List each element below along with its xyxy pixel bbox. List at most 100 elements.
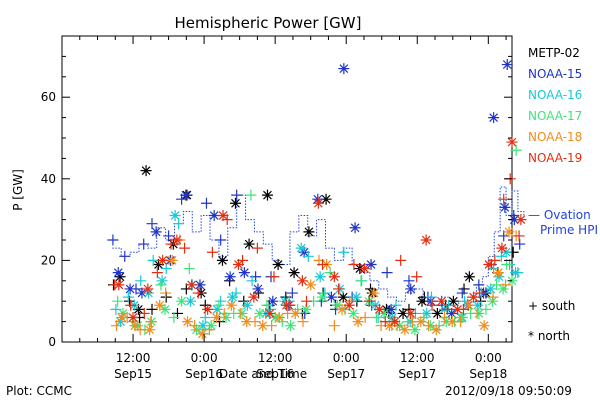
point-north-noaa-19 [343, 299, 355, 311]
x-tick-date-label: Sep17 [327, 367, 365, 381]
point-north-noaa-19 [373, 303, 385, 315]
point-north-noaa-18 [305, 279, 317, 291]
point-south-noaa-18 [499, 279, 511, 291]
x-tick-date-label: Sep17 [398, 367, 436, 381]
point-north-noaa-15 [298, 246, 310, 258]
point-south-noaa-16 [122, 291, 134, 303]
point-north-noaa-18 [352, 316, 364, 328]
point-north-noaa-19 [436, 295, 448, 307]
legend: METP-02 NOAA-15 NOAA-16 NOAA-17 NOAA-18 NOAA-… [528, 46, 598, 237]
point-south-noaa-18 [487, 291, 499, 303]
point-north-noaa-17 [159, 303, 171, 315]
point-south-noaa-19 [151, 267, 163, 279]
x-axis-label: Date and Time [219, 367, 307, 381]
point-south-noaa-19 [268, 271, 280, 283]
point-north-noaa-18 [478, 320, 490, 332]
point-north-noaa-15 [238, 267, 250, 279]
point-north-noaa-15 [150, 226, 162, 238]
point-south-noaa-17 [183, 263, 195, 275]
point-north-noaa-15 [325, 291, 337, 303]
point-north-metp-02 [153, 258, 165, 270]
point-north-noaa-16 [169, 210, 181, 222]
point-north-noaa-19 [496, 242, 508, 254]
point-north-noaa-18 [241, 316, 253, 328]
point-north-noaa-17 [220, 312, 232, 324]
point-north-noaa-15 [338, 63, 350, 75]
legend-entry-metp-02: METP-02 [528, 46, 580, 60]
x-tick-date-label: Sep16 [185, 367, 223, 381]
point-north-noaa-18 [211, 312, 223, 324]
point-north-noaa-19 [359, 263, 371, 275]
point-north-noaa-19 [202, 303, 214, 315]
point-north-noaa-19 [312, 197, 324, 209]
ovation-hpi-line [112, 186, 525, 306]
point-north-noaa-17 [285, 320, 297, 332]
point-south-noaa-15 [403, 275, 415, 287]
point-south-noaa-16 [338, 246, 350, 258]
point-south-noaa-17 [510, 144, 522, 156]
point-north-noaa-15 [194, 279, 206, 291]
point-north-noaa-16 [386, 312, 398, 324]
point-north-noaa-17 [117, 307, 129, 319]
point-north-noaa-19 [296, 275, 308, 287]
point-north-noaa-16 [485, 283, 497, 295]
point-north-metp-02 [229, 197, 241, 209]
point-south-noaa-16 [147, 254, 159, 266]
point-north-noaa-17 [176, 295, 188, 307]
point-south-noaa-17 [213, 299, 225, 311]
point-south-noaa-15 [286, 287, 298, 299]
point-north-metp-02 [416, 295, 428, 307]
point-north-noaa-19 [452, 303, 464, 315]
point-south-noaa-15 [146, 218, 158, 230]
point-north-metp-02 [140, 165, 152, 177]
point-north-noaa-19 [171, 234, 183, 246]
point-south-noaa-19 [206, 246, 218, 258]
point-north-noaa-19 [506, 136, 518, 148]
point-south-noaa-19 [179, 242, 191, 254]
point-north-noaa-18 [399, 324, 411, 336]
point-south-noaa-16 [390, 299, 402, 311]
point-north-noaa-18 [257, 320, 269, 332]
point-south-noaa-19 [498, 193, 510, 205]
point-north-noaa-18 [182, 316, 194, 328]
point-south-noaa-19 [379, 316, 391, 328]
point-north-noaa-19 [264, 307, 276, 319]
point-south-noaa-15 [107, 234, 119, 246]
point-north-noaa-15 [252, 283, 264, 295]
point-south-noaa-18 [423, 320, 435, 332]
point-north-noaa-17 [254, 307, 266, 319]
point-north-noaa-15 [208, 210, 220, 222]
point-north-noaa-18 [446, 316, 458, 328]
point-north-noaa-17 [300, 303, 312, 315]
point-south-noaa-18 [234, 307, 246, 319]
point-south-noaa-18 [471, 307, 483, 319]
point-south-noaa-19 [301, 295, 313, 307]
y-tick-label: 60 [41, 90, 56, 104]
point-north-noaa-19 [389, 316, 401, 328]
point-south-noaa-15 [200, 197, 212, 209]
point-north-noaa-19 [248, 291, 260, 303]
point-south-noaa-17 [355, 275, 367, 287]
point-north-noaa-18 [336, 303, 348, 315]
x-tick-date-label: Sep18 [469, 367, 507, 381]
point-south-noaa-17 [261, 299, 273, 311]
point-south-noaa-19 [489, 254, 501, 266]
point-north-noaa-17 [409, 324, 421, 336]
point-south-noaa-19 [348, 258, 360, 270]
ovation-legend-label: — Ovation [528, 208, 591, 222]
point-north-noaa-16 [500, 246, 512, 258]
point-south-noaa-19 [411, 271, 423, 283]
point-south-noaa-17 [245, 189, 257, 201]
point-south-noaa-19 [251, 242, 263, 254]
point-north-noaa-18 [289, 307, 301, 319]
point-south-noaa-16 [173, 218, 185, 230]
point-north-noaa-15 [124, 283, 136, 295]
marker-legend-south: + south [528, 299, 575, 313]
point-north-metp-02 [243, 238, 255, 250]
point-south-noaa-16 [135, 275, 147, 287]
point-north-metp-02 [261, 189, 273, 201]
point-south-noaa-18 [439, 312, 450, 324]
point-north-noaa-18 [116, 312, 128, 324]
point-south-noaa-17 [155, 279, 167, 291]
x-tick-time-label: 0:00 [191, 351, 218, 365]
